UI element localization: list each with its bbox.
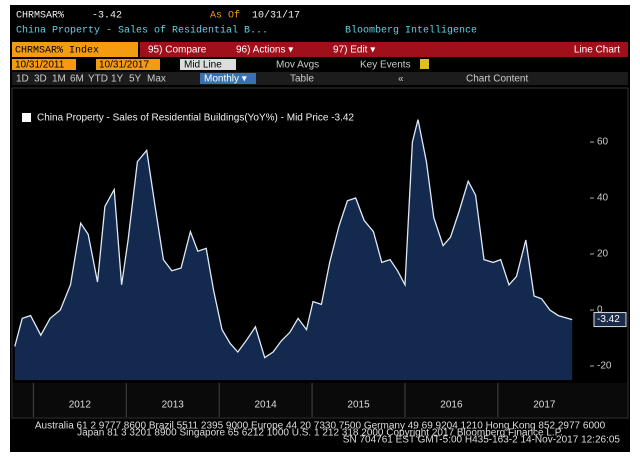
- as-of: 10/31/17: [252, 10, 300, 22]
- legend-swatch: [22, 113, 31, 122]
- footer-line: Australia 61 2 9777 8600 Brazil 5511 239…: [35, 421, 606, 432]
- period[interactable]: 3D: [34, 74, 47, 85]
- x-tick-label: 2014: [255, 400, 278, 411]
- compare[interactable]: 95) Compare: [148, 45, 207, 56]
- period[interactable]: YTD: [88, 74, 108, 85]
- last-value-box: [593, 312, 627, 328]
- period[interactable]: 1Y: [111, 74, 124, 85]
- period[interactable]: 5Y: [129, 74, 142, 85]
- period[interactable]: 1M: [52, 74, 66, 85]
- line: [14, 119, 573, 359]
- x-tick-label: 2012: [69, 400, 92, 411]
- source: Bloomberg Intelligence: [345, 25, 477, 37]
- table[interactable]: Table: [290, 74, 314, 85]
- chart-content[interactable]: Chart Content: [466, 74, 528, 85]
- start[interactable]: 10/31/2011: [15, 60, 65, 71]
- y-tick-label: 20: [597, 249, 609, 260]
- y-tick-label: 60: [597, 137, 609, 148]
- x-axis-band: [13, 383, 627, 417]
- end[interactable]: 10/31/2017: [99, 60, 149, 71]
- x-tick-label: 2015: [347, 400, 370, 411]
- period[interactable]: Max: [147, 74, 166, 85]
- end-box[interactable]: [96, 59, 160, 70]
- footer-line: Japan 81 3 3201 8900 Singapore 65 6212 1…: [77, 428, 563, 439]
- frequency[interactable]: Monthly ▾: [204, 74, 247, 85]
- last-value: -3.42: [597, 314, 620, 325]
- style-box[interactable]: [180, 59, 236, 70]
- period[interactable]: 6M: [70, 74, 84, 85]
- x-tick-label: 2013: [162, 400, 185, 411]
- frequency-box[interactable]: [200, 73, 256, 84]
- as-of-label: As Of: [210, 10, 240, 22]
- x-tick-label: 2016: [440, 400, 463, 411]
- mov-avgs[interactable]: Mov Avgs: [276, 60, 319, 71]
- info-icon[interactable]: [420, 59, 429, 69]
- period[interactable]: 1D: [16, 74, 29, 85]
- ticker: CHRMSAR%: [16, 11, 64, 22]
- menu-bar: [140, 42, 628, 57]
- actions[interactable]: 96) Actions ▾: [236, 45, 293, 56]
- description: China Property - Sales of Residential B.…: [16, 25, 268, 37]
- y-tick-label: 40: [597, 193, 609, 204]
- period-bar: [12, 72, 628, 85]
- x-tick-label: 2017: [533, 400, 556, 411]
- legend-label: China Property - Sales of Residential Bu…: [37, 113, 354, 124]
- area: [14, 119, 573, 380]
- y-tick-label: -20: [597, 361, 612, 372]
- security-box[interactable]: [12, 42, 138, 57]
- edit[interactable]: 97) Edit ▾: [333, 45, 375, 56]
- start-box[interactable]: [12, 59, 76, 70]
- view[interactable]: Line Chart: [574, 45, 620, 56]
- key-events[interactable]: Key Events: [360, 60, 411, 71]
- price: -3.42: [92, 11, 122, 22]
- y-tick-label: 0: [597, 305, 603, 316]
- style[interactable]: Mid Line: [184, 60, 222, 71]
- security[interactable]: CHRMSAR% Index: [15, 45, 99, 57]
- footer-line: SN 704761 EST GMT-5:00 H435-163-2 14-Nov…: [343, 435, 621, 446]
- collapse[interactable]: «: [398, 74, 404, 85]
